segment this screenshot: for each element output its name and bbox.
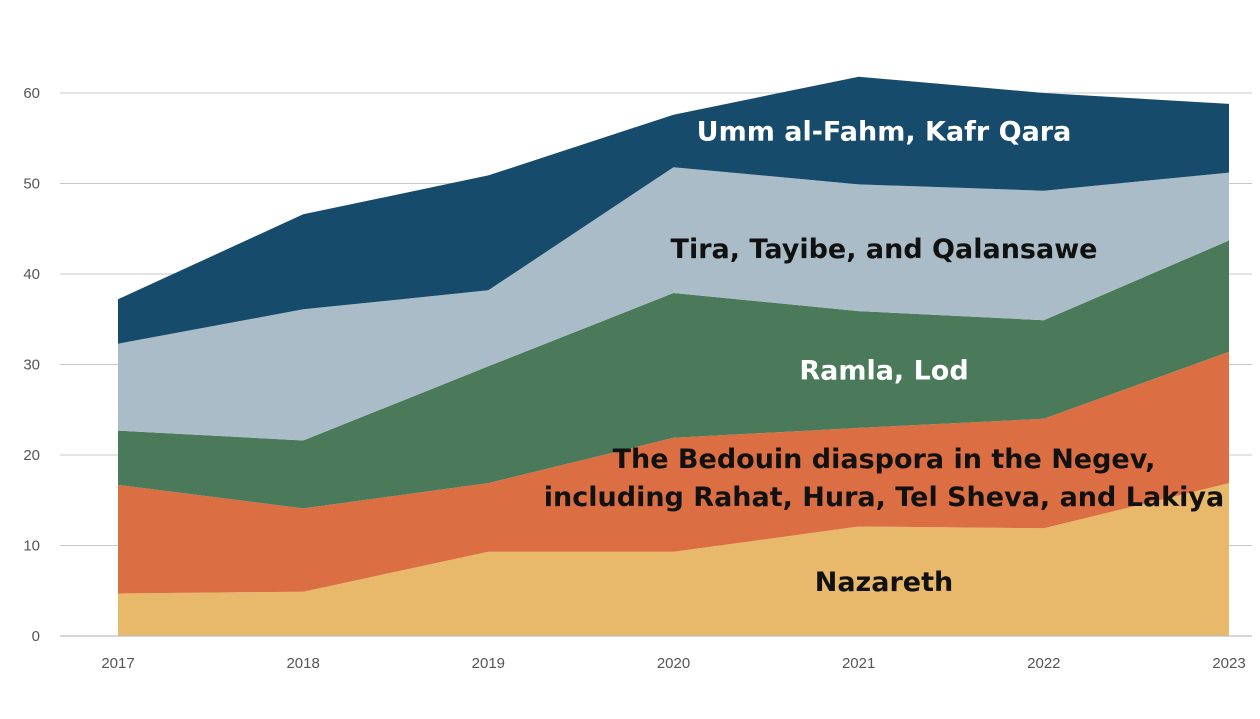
y-tick-label: 50 xyxy=(23,176,40,193)
y-tick-label: 60 xyxy=(23,85,40,102)
area-series-group xyxy=(118,76,1229,636)
area-ramla-lod xyxy=(118,240,1229,509)
area-label: Nazareth xyxy=(815,567,954,598)
area-label: Tira, Tayibe, and Qalansawe xyxy=(671,234,1098,265)
y-tick-label: 0 xyxy=(32,628,40,645)
area-nazareth xyxy=(118,483,1229,636)
area-the-bedouin-diaspora-in-the-ne xyxy=(118,351,1229,594)
x-tick-label: 2020 xyxy=(657,655,690,672)
x-tick-label: 2019 xyxy=(472,655,505,672)
area-labels: Nazareth The Bedouin diaspora in the Nege… xyxy=(544,117,1224,599)
x-tick-label: 2021 xyxy=(842,655,875,672)
area-label: Ramla, Lod xyxy=(799,355,968,386)
area-tira-tayibe-and-qalansawe xyxy=(118,167,1229,441)
x-tick-label: 2022 xyxy=(1027,655,1060,672)
x-tick-label: 2018 xyxy=(286,655,319,672)
area-umm-al-fahm-kafr-qara xyxy=(118,76,1229,344)
y-tick-label: 10 xyxy=(23,538,40,555)
x-tick-label: 2023 xyxy=(1212,655,1245,672)
area-label: The Bedouin diaspora in the Negev, xyxy=(613,444,1156,475)
y-tick-label: 30 xyxy=(23,357,40,374)
axes: 0 10 20 30 40 50 60 2017 2018 2019 2020 2021 2022 202… xyxy=(23,85,1252,672)
area-label: including Rahat, Hura, Tel Sheva, and La… xyxy=(544,482,1224,513)
y-tick-label: 40 xyxy=(23,266,40,283)
x-tick-label: 2017 xyxy=(101,655,134,672)
area-label: Umm al-Fahm, Kafr Qara xyxy=(697,117,1072,148)
y-tick-label: 20 xyxy=(23,447,40,464)
